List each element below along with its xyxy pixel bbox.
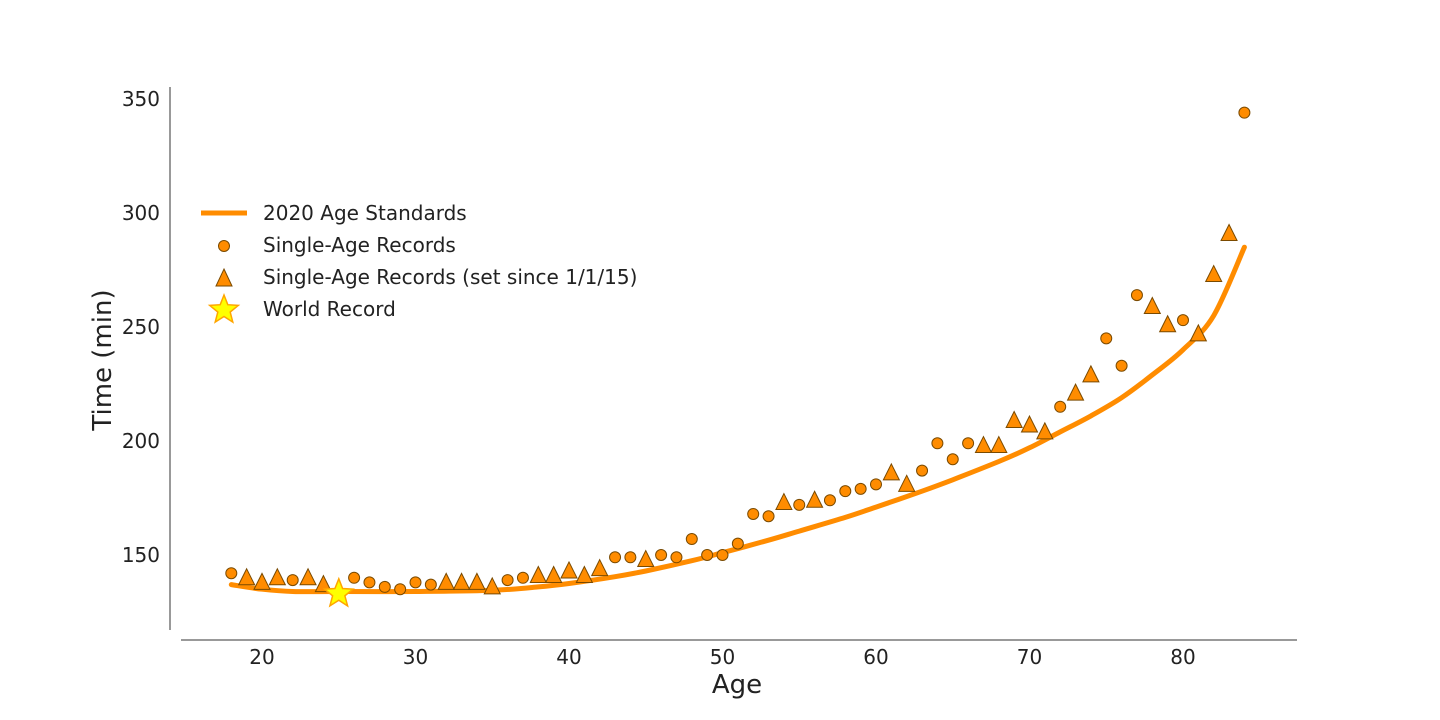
y-tick-label: 300 (122, 201, 160, 225)
recent-record-point (1020, 414, 1039, 433)
recent-record-point (636, 549, 655, 568)
single-age-record-point (286, 574, 299, 587)
recent-record-point (437, 572, 456, 590)
single-age-record-point (424, 578, 437, 591)
single-age-record-point (931, 437, 944, 450)
recent-record-point (237, 567, 256, 586)
single-age-record-point (685, 533, 698, 546)
recent-record-point (314, 574, 333, 593)
single-age-record-point (701, 549, 714, 561)
recent-record-point (253, 572, 271, 590)
recent-record-point (1066, 383, 1085, 401)
single-age-record-point (946, 453, 959, 466)
recent-record-point (1220, 223, 1238, 242)
single-age-record-point (1054, 400, 1067, 413)
recent-record-point (590, 558, 609, 577)
recent-record-point (268, 567, 287, 586)
legend-label-world-record: World Record (263, 297, 396, 321)
single-age-record-point (823, 494, 836, 507)
legend-star-swatch (207, 292, 241, 324)
y-axis-title: Time (min) (88, 289, 118, 431)
age-standards-line (228, 244, 1247, 595)
recent-record-point (805, 490, 824, 508)
single-age-record-point (854, 482, 867, 495)
single-age-record-point (731, 537, 744, 550)
y-tick-label: 350 (122, 87, 160, 111)
single-age-record-point (348, 571, 361, 584)
recent-record-point (974, 435, 993, 454)
recent-record-point (1143, 296, 1162, 314)
recent-record-point (989, 435, 1008, 454)
plot-area (225, 106, 1251, 608)
y-tick-label: 150 (122, 543, 160, 567)
x-axis: 20 30 40 50 60 70 80 (181, 639, 1297, 669)
recent-record-point (560, 560, 578, 579)
recent-record-point (882, 462, 901, 481)
single-age-record-point (624, 551, 637, 564)
legend-label-recent-records: Single-Age Records (set since 1/1/15) (263, 265, 637, 289)
single-age-record-point (793, 498, 806, 511)
single-age-record-point (394, 583, 407, 596)
x-tick-label: 70 (1017, 645, 1042, 669)
recent-record-point (775, 492, 793, 511)
y-tick-label: 200 (122, 429, 160, 453)
single-age-record-point (1177, 314, 1189, 327)
single-age-record-point (839, 485, 852, 498)
recent-record-point (1082, 364, 1100, 383)
recent-record-point (299, 567, 317, 586)
x-tick-label: 30 (403, 645, 428, 669)
x-tick-label: 20 (249, 645, 274, 669)
x-tick-label: 50 (710, 645, 735, 669)
x-axis-title: Age (712, 670, 762, 700)
single-age-record-point (962, 437, 975, 450)
single-age-record-point (1100, 332, 1113, 345)
y-tick-label: 250 (122, 315, 160, 339)
single-age-record-point (1115, 359, 1128, 372)
recent-record-point (897, 474, 916, 492)
recent-record-point (1036, 421, 1054, 440)
single-age-record-point (870, 478, 882, 491)
recent-record-point (529, 565, 548, 584)
x-tick-label: 60 (863, 645, 888, 669)
legend-label-single-age-records: Single-Age Records (263, 233, 456, 257)
single-age-record-point (716, 549, 729, 561)
recent-record-point (544, 565, 563, 584)
legend-circle-swatch (218, 240, 230, 252)
single-age-record-point (762, 510, 775, 523)
recent-record-point (483, 576, 502, 595)
recent-record-point (468, 572, 486, 590)
recent-record-point (1158, 314, 1177, 333)
single-age-record-point (609, 551, 622, 564)
x-tick-label: 40 (556, 645, 581, 669)
recent-record-point (1204, 264, 1223, 283)
x-tick-label: 80 (1170, 645, 1195, 669)
legend-triangle-swatch (215, 267, 233, 287)
single-age-record-point (363, 576, 376, 589)
single-age-record-point (670, 551, 683, 564)
world-record-point (322, 576, 355, 608)
recent-record-point (1189, 323, 1208, 342)
single-age-record-point (409, 576, 422, 589)
legend-label-age-standards: 2020 Age Standards (263, 201, 467, 225)
single-age-record-point (501, 574, 514, 587)
y-axis: 150 200 250 300 350 (122, 87, 171, 630)
single-age-record-point (516, 571, 529, 584)
recent-record-point (575, 565, 594, 584)
single-age-record-point (1130, 289, 1143, 302)
single-age-record-point (916, 464, 929, 477)
single-age-record-point (1238, 106, 1251, 119)
legend: 2020 Age Standards Single-Age Records Si… (201, 201, 637, 324)
recent-record-point (1005, 410, 1023, 428)
recent-record-point (452, 572, 471, 590)
single-age-record-point (378, 580, 391, 593)
single-age-record-point (225, 567, 238, 580)
single-age-record-point (747, 507, 760, 520)
single-age-record-point (655, 549, 668, 561)
